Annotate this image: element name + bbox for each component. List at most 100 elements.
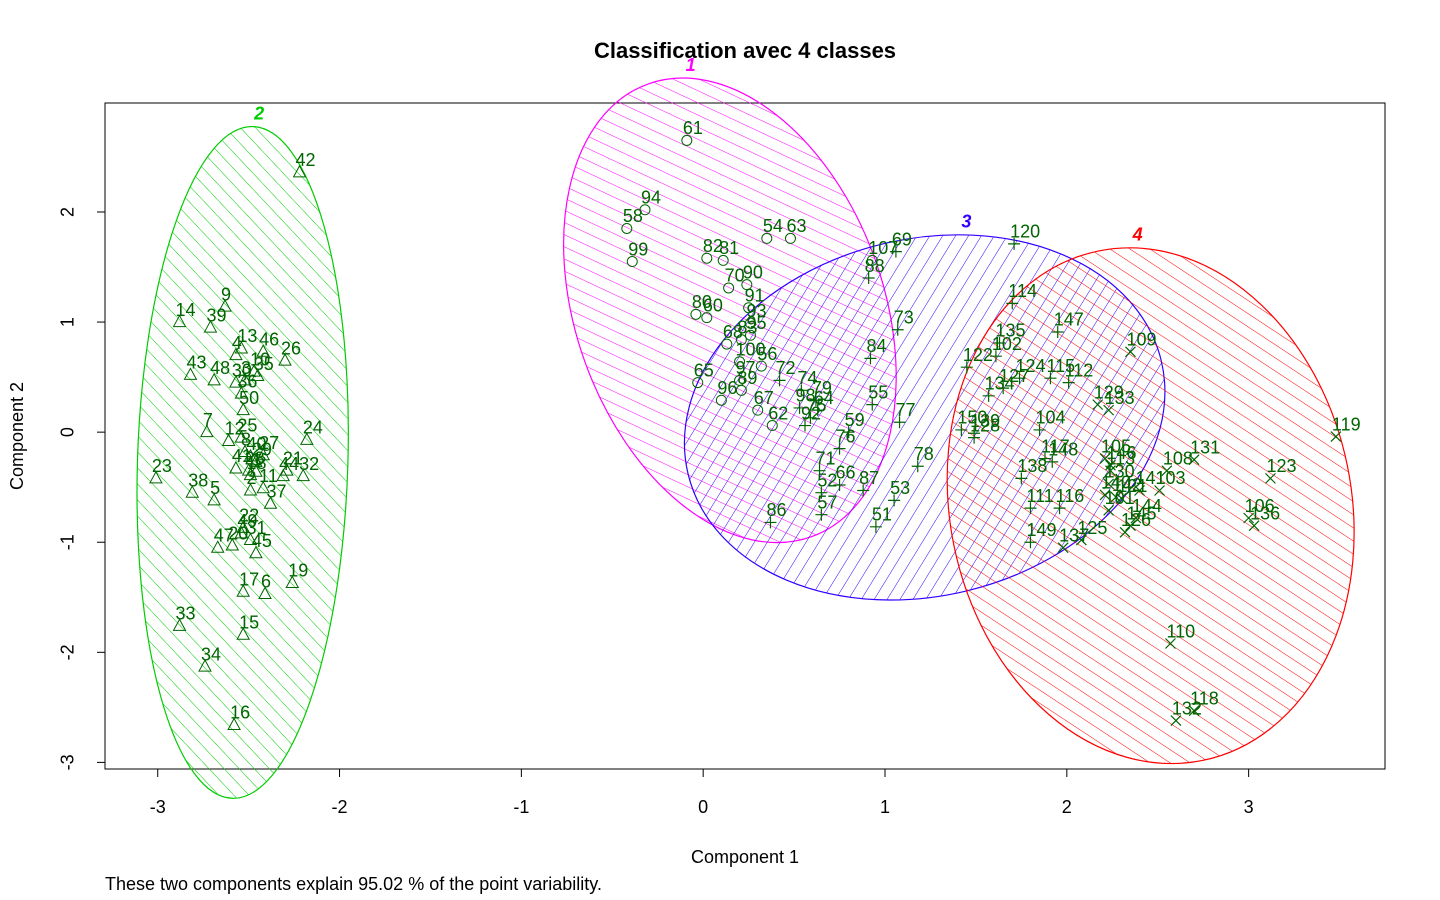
point [968, 431, 981, 444]
point [1062, 376, 1075, 389]
point [256, 344, 271, 357]
point [1039, 452, 1051, 465]
point-label: 54 [763, 216, 783, 236]
point [701, 252, 713, 264]
y-tick-label: -1 [58, 534, 78, 550]
point [795, 384, 808, 397]
point [743, 302, 755, 314]
point [1103, 404, 1115, 416]
point [1248, 520, 1260, 532]
point [1130, 512, 1142, 524]
point [229, 460, 243, 474]
point [761, 232, 773, 244]
point [842, 426, 855, 439]
point [236, 402, 251, 416]
point-label: 71 [816, 448, 836, 468]
point [723, 282, 735, 294]
point [1105, 465, 1116, 477]
point-label: 115 [1046, 356, 1075, 376]
point-label: 126 [1121, 510, 1151, 530]
point [833, 442, 846, 455]
point [955, 423, 968, 436]
point [1024, 502, 1037, 515]
point-label: 122 [963, 345, 993, 365]
point [198, 659, 212, 672]
point-label: 49 [237, 511, 257, 531]
point-label: 121 [1117, 476, 1147, 496]
point-label: 56 [757, 344, 777, 364]
point [1099, 453, 1111, 464]
point-label: 16 [230, 703, 250, 723]
point [1046, 455, 1059, 468]
point-label: 19 [288, 561, 308, 581]
point-label: 88 [865, 256, 885, 276]
point [982, 389, 995, 402]
point [715, 394, 727, 406]
point [1188, 705, 1200, 717]
point [292, 164, 307, 178]
point-label: 113 [1106, 448, 1135, 468]
point-label: 62 [768, 403, 788, 423]
point-label: 116 [1056, 486, 1085, 506]
point-label: 98 [796, 386, 816, 406]
point [234, 525, 249, 539]
point-label: 50 [239, 388, 259, 408]
point [1057, 542, 1069, 554]
point-label: 117 [1041, 436, 1070, 456]
point [225, 537, 240, 551]
point [1125, 520, 1136, 532]
point-label: 140 [1101, 473, 1131, 493]
point [997, 382, 1010, 395]
point [227, 717, 241, 730]
point [809, 394, 822, 407]
point-label: 105 [1101, 436, 1131, 456]
point-label: 7 [203, 410, 213, 430]
point-label: 138 [1017, 456, 1047, 476]
point [857, 484, 870, 497]
point [1115, 492, 1127, 504]
point [199, 424, 214, 438]
point-label: 24 [303, 418, 323, 438]
point [621, 222, 633, 234]
point [1103, 504, 1115, 516]
point-label: 75 [806, 396, 826, 416]
point-label: 21 [283, 448, 303, 468]
point-label: 93 [746, 301, 766, 321]
point-label: 2 [246, 468, 256, 488]
point [1075, 534, 1087, 546]
point-label: 128 [970, 415, 1000, 435]
point [626, 256, 638, 268]
point [1051, 325, 1064, 338]
point [1006, 297, 1019, 310]
point-label: 14 [176, 300, 196, 320]
point [960, 361, 973, 374]
point [285, 575, 300, 588]
point [243, 482, 258, 496]
point [1024, 536, 1037, 549]
point [692, 377, 704, 389]
point [735, 334, 747, 346]
point-label: 42 [296, 150, 316, 170]
point-label: 41 [232, 446, 252, 466]
point-label: 36 [237, 371, 257, 391]
point-label: 64 [814, 388, 834, 408]
point [815, 508, 828, 521]
point [1125, 346, 1136, 358]
point-label: 149 [1026, 520, 1056, 540]
point [813, 464, 826, 477]
point [1243, 512, 1255, 524]
point-label: 53 [890, 478, 910, 498]
point-label: 95 [746, 313, 766, 333]
point-label: 107 [868, 238, 898, 258]
point [690, 308, 702, 320]
point [681, 134, 693, 146]
point-label: 39 [206, 305, 226, 325]
point [993, 336, 1006, 349]
point-label: 66 [836, 463, 856, 483]
point [210, 540, 225, 553]
point [296, 468, 311, 482]
point [279, 463, 294, 476]
point-label: 59 [845, 410, 865, 430]
point-label: 25 [237, 415, 257, 435]
